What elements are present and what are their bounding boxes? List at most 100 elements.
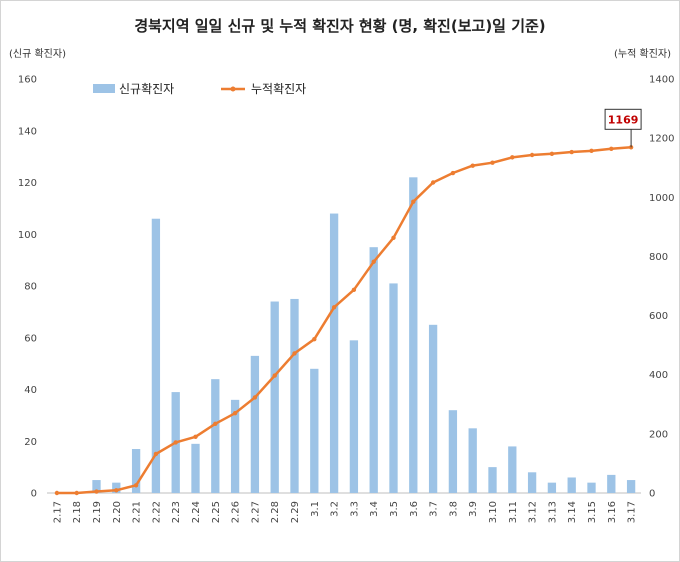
left-y-tick-label: 40 — [24, 385, 37, 396]
x-tick-label: 2.22 — [151, 501, 162, 523]
legend-marker-cumulative — [230, 86, 236, 92]
bars-group — [92, 177, 636, 494]
x-tick-label: 3.9 — [468, 501, 479, 517]
x-tick-label: 3.7 — [429, 501, 440, 517]
right-y-tick-label: 400 — [649, 370, 668, 381]
bar-new-cases — [508, 446, 517, 493]
x-tick-label: 3.10 — [488, 501, 499, 523]
point-cumulative — [114, 488, 119, 493]
point-cumulative — [569, 149, 574, 155]
point-cumulative — [490, 160, 495, 165]
bar-new-cases — [409, 177, 418, 493]
point-cumulative — [213, 421, 218, 427]
x-tick-label: 3.14 — [567, 501, 578, 523]
bar-new-cases — [92, 480, 101, 493]
point-cumulative — [391, 235, 396, 240]
bar-new-cases — [587, 482, 596, 493]
point-cumulative — [94, 489, 99, 494]
x-tick-label: 2.26 — [231, 501, 242, 523]
legend-label-cumulative: 누적확진자 — [251, 82, 306, 96]
point-cumulative — [529, 152, 535, 158]
left-y-tick-label: 140 — [18, 126, 37, 137]
point-cumulative — [153, 451, 159, 457]
x-tick-label: 2.24 — [191, 501, 202, 523]
point-cumulative — [411, 199, 416, 204]
bar-new-cases — [112, 482, 121, 493]
bar-new-cases — [131, 449, 141, 493]
callout-value: 1169 — [608, 113, 639, 126]
x-tick-label: 3.2 — [330, 501, 341, 517]
bar-new-cases — [349, 340, 359, 493]
right-y-tick-label: 0 — [649, 489, 655, 500]
right-y-tick-label: 1200 — [649, 134, 674, 145]
x-ticks: 2.17 2.18 2.19 2.20 2.21 2.22 2.23 2.24 2.25 2.26… — [52, 501, 637, 523]
left-y-tick-label: 100 — [18, 230, 37, 241]
left-y-tick-label: 120 — [18, 178, 37, 189]
bar-new-cases — [527, 472, 537, 493]
x-tick-label: 3.3 — [349, 501, 360, 517]
bar-new-cases — [250, 355, 260, 493]
line-series-group — [54, 145, 634, 496]
x-tick-label: 2.29 — [290, 501, 301, 523]
point-cumulative — [272, 373, 277, 378]
right-y-tick-label: 600 — [649, 311, 668, 322]
left-y-ticks: 0 20 40 60 80 100 120 140 160 — [18, 75, 37, 500]
right-y-tick-label: 200 — [649, 429, 668, 440]
point-cumulative — [292, 351, 297, 356]
point-cumulative — [252, 395, 258, 400]
bar-new-cases — [191, 443, 200, 493]
bar-new-cases — [230, 399, 240, 493]
point-cumulative — [331, 305, 337, 310]
x-tick-label: 2.28 — [270, 501, 281, 523]
left-axis-unit: (신규 확진자) — [9, 48, 66, 60]
point-cumulative — [312, 337, 317, 342]
legend-label-new-cases: 신규확진자 — [119, 82, 174, 96]
x-tick-label: 3.5 — [389, 501, 400, 517]
bar-new-cases — [270, 301, 279, 493]
bar-new-cases — [547, 482, 557, 493]
point-cumulative — [430, 180, 436, 185]
chart-title: 경북지역 일일 신규 및 누적 확진자 현황 (명, 확진(보고)일 기준) — [134, 17, 545, 35]
point-cumulative — [609, 146, 614, 151]
last-value-callout: 1169 — [604, 108, 642, 148]
right-axis-unit: (누적 확진자) — [614, 48, 671, 60]
x-tick-label: 3.4 — [369, 501, 380, 517]
point-cumulative — [133, 483, 139, 488]
x-tick-label: 3.17 — [627, 501, 638, 523]
x-tick-label: 3.8 — [448, 501, 459, 517]
point-cumulative — [470, 163, 475, 168]
bar-new-cases — [290, 298, 299, 493]
bar-new-cases — [488, 467, 497, 493]
x-tick-label: 2.17 — [52, 501, 63, 523]
x-tick-label: 2.23 — [171, 501, 182, 523]
bar-new-cases — [428, 324, 438, 493]
point-cumulative — [193, 434, 198, 440]
left-y-tick-label: 80 — [24, 282, 37, 293]
point-cumulative — [173, 440, 178, 445]
x-tick-label: 2.25 — [211, 501, 222, 523]
x-tick-label: 2.19 — [92, 501, 103, 523]
right-y-tick-label: 1000 — [649, 193, 674, 204]
right-y-tick-label: 800 — [649, 252, 668, 263]
point-cumulative — [549, 151, 555, 157]
point-cumulative — [589, 148, 594, 154]
bar-new-cases — [626, 480, 636, 493]
point-cumulative — [510, 155, 515, 160]
line-cumulative — [56, 146, 632, 495]
point-cumulative — [54, 490, 60, 496]
x-tick-label: 2.20 — [112, 501, 123, 523]
x-tick-label: 3.6 — [409, 501, 420, 517]
point-cumulative — [232, 410, 238, 416]
point-cumulative — [450, 170, 456, 176]
x-tick-label: 3.11 — [508, 501, 519, 523]
bar-new-cases — [310, 368, 319, 493]
x-tick-label: 3.12 — [528, 501, 539, 523]
point-cumulative — [371, 259, 376, 264]
bar-new-cases — [211, 379, 220, 493]
bar-new-cases — [369, 247, 378, 493]
x-tick-label: 3.15 — [587, 501, 598, 523]
bar-new-cases — [468, 428, 477, 493]
x-tick-label: 2.18 — [72, 501, 83, 523]
